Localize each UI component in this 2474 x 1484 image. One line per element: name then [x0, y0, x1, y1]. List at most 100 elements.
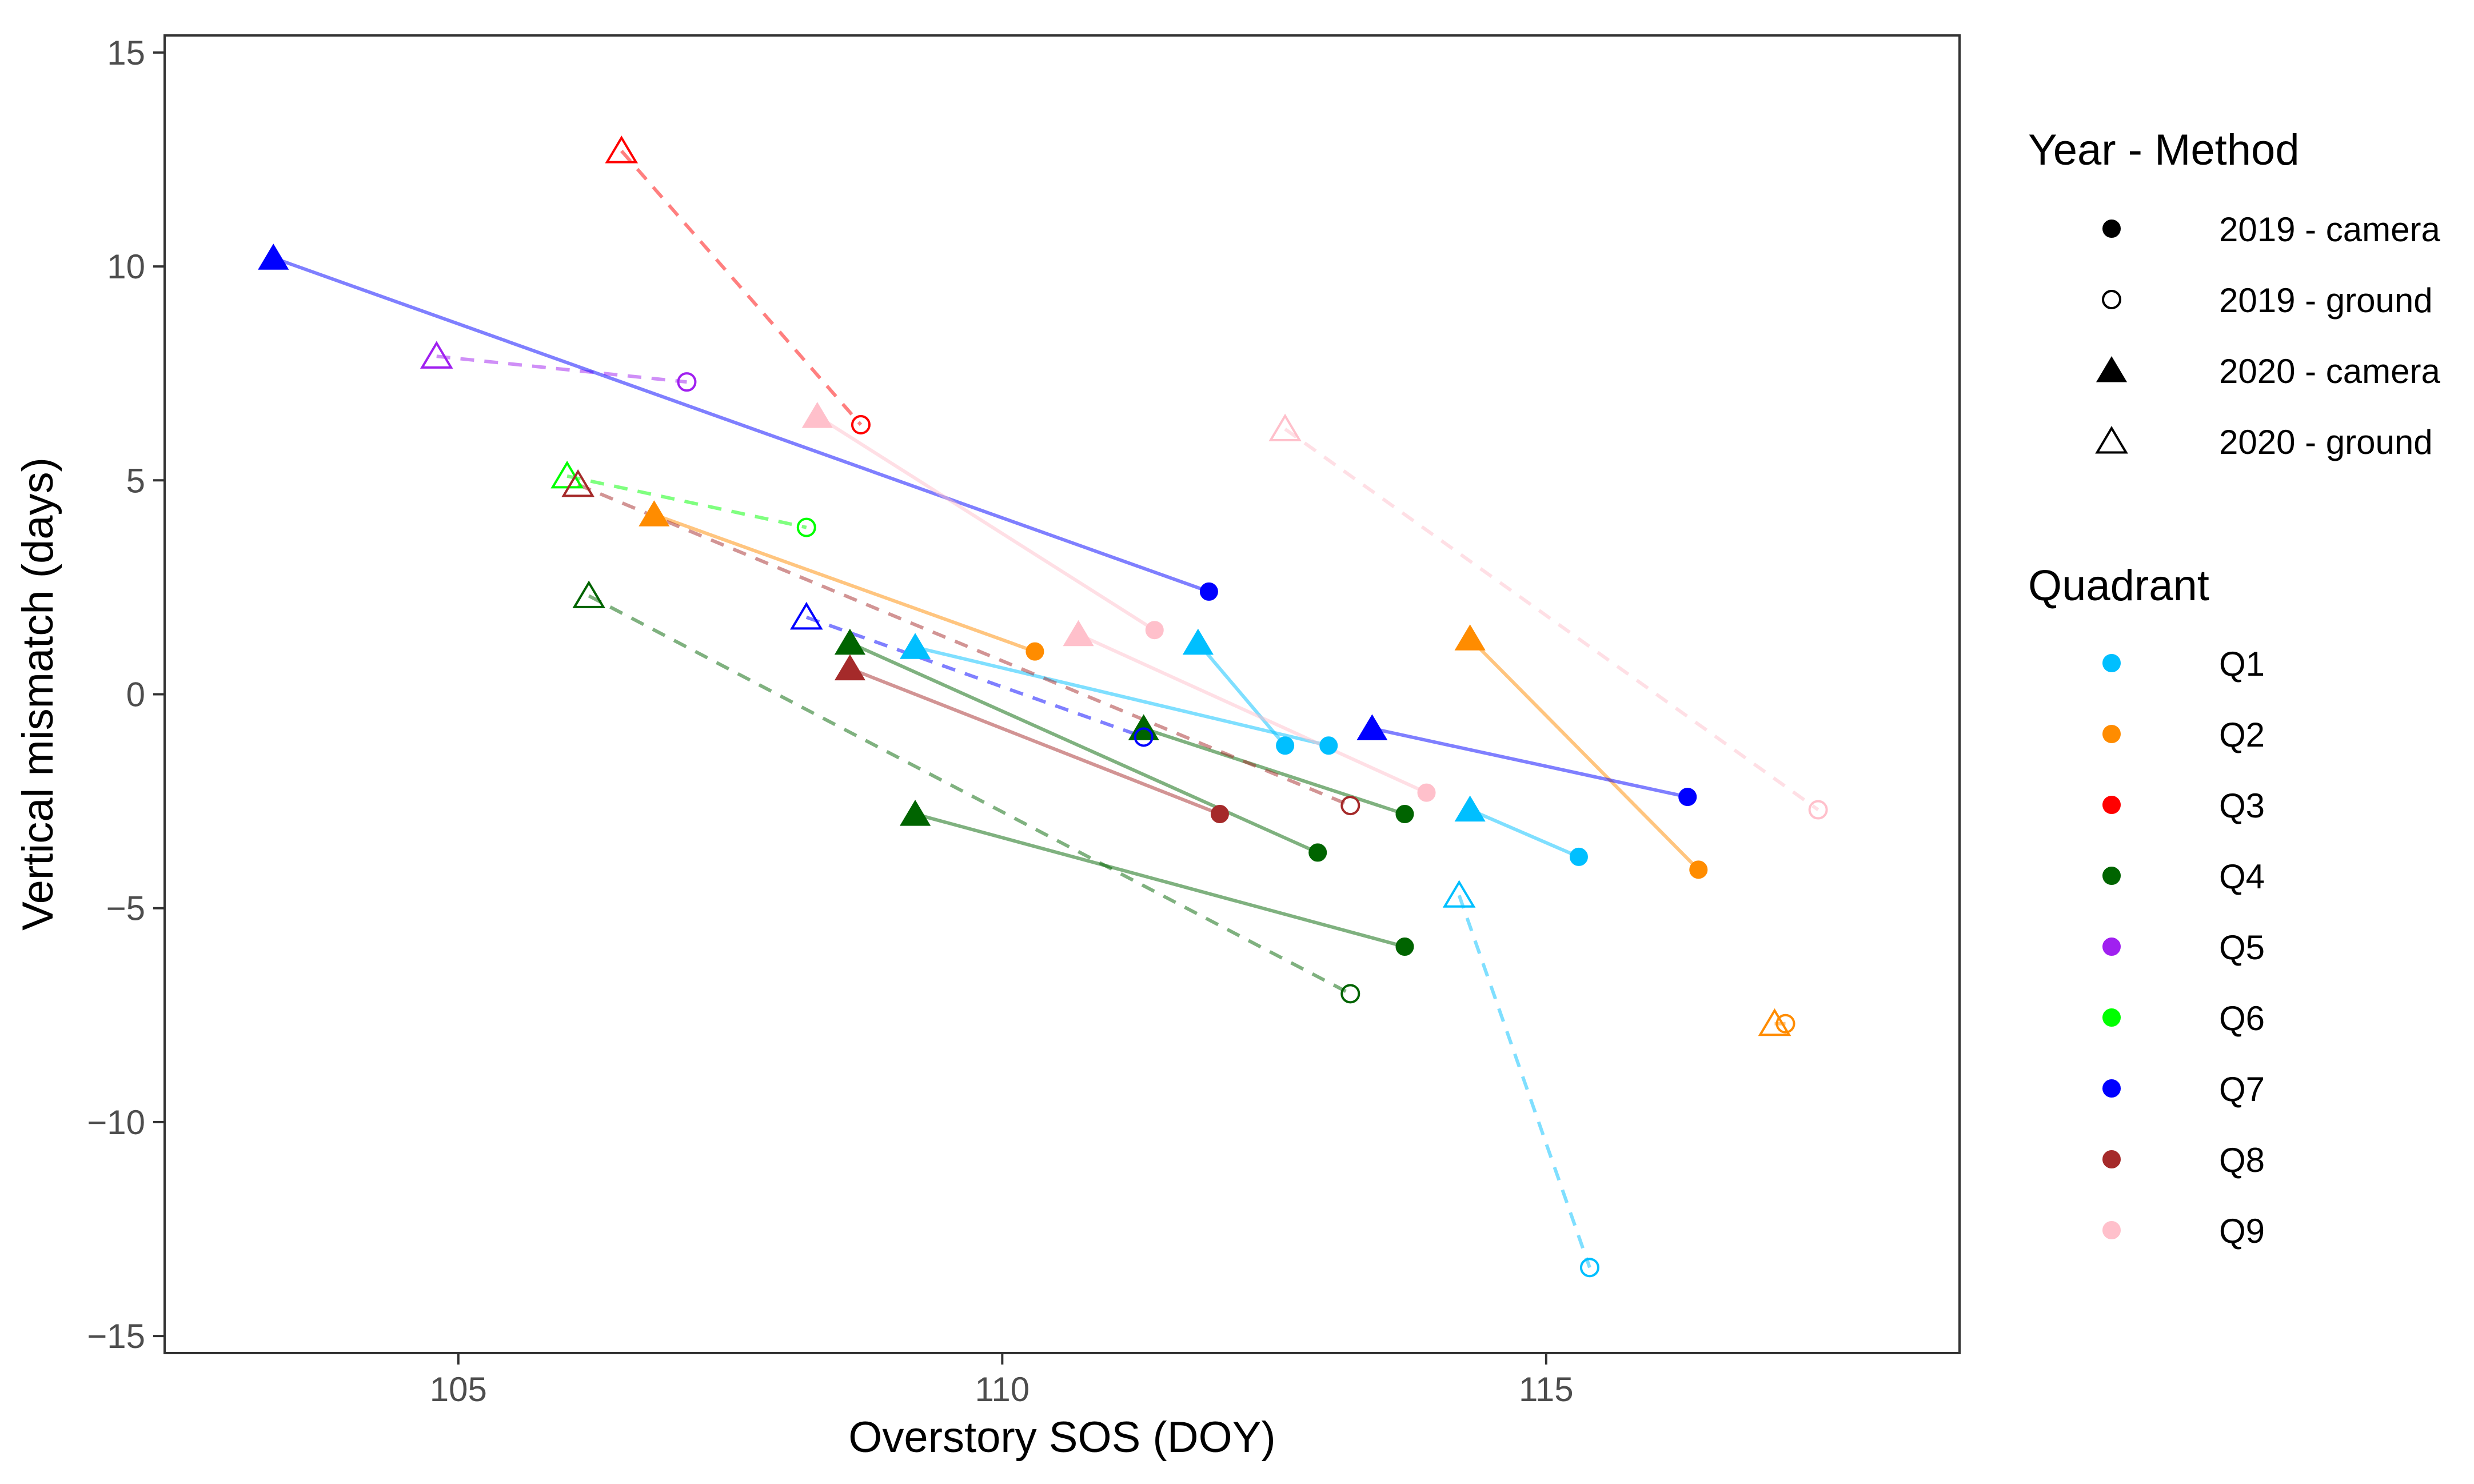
series-lines-layer	[273, 150, 1819, 1268]
data-point-q4-2020-camera	[834, 628, 865, 655]
data-point-q8-2019-ground	[1340, 796, 1360, 816]
y-tick-label: 5	[126, 461, 145, 500]
data-point-q9-2020-ground	[1268, 413, 1302, 442]
data-point-q7-2020-camera	[258, 244, 289, 270]
data-point-q7-2020-camera	[1356, 714, 1388, 740]
series-line-q2-camera	[1469, 637, 1700, 871]
data-point-q5-2019-ground	[677, 372, 697, 392]
series-line-q4-camera	[849, 641, 1319, 855]
data-point-q2-2019-camera	[1025, 642, 1044, 661]
data-point-q3-2019-ground	[851, 415, 871, 435]
y-tick-label: 0	[126, 676, 145, 714]
legend-quadrant-label: Q8	[2219, 1141, 2265, 1179]
x-tick-label: 115	[1519, 1370, 1574, 1409]
data-point-q4-2020-ground	[572, 580, 605, 608]
data-point-q4-2019-ground	[1340, 984, 1360, 1004]
data-point-q9-2019-camera	[1145, 621, 1164, 640]
legend-quadrant-label: Q4	[2219, 857, 2265, 896]
data-point-q2-2020-camera	[639, 500, 670, 526]
data-point-q1-2020-camera	[1454, 795, 1486, 822]
y-tick-label: 15	[107, 34, 145, 72]
data-point-q4-2020-camera	[900, 800, 931, 826]
series-line-q4-camera	[915, 812, 1406, 948]
data-point-q2-2019-camera	[1689, 860, 1708, 879]
series-line-q1-camera	[1196, 641, 1287, 747]
legend-year-method-title: Year - Method	[2028, 126, 2300, 174]
data-point-q1-2020-camera	[900, 633, 931, 659]
data-point-q4-2019-camera	[1308, 843, 1327, 862]
series-line-q1-camera	[915, 645, 1329, 748]
series-line-q2-camera	[653, 513, 1036, 653]
series-line-q7-ground	[805, 615, 1144, 739]
legend-quadrant-label: Q1	[2219, 645, 2265, 683]
legend-year-method-label: 2019 - camera	[2219, 210, 2440, 249]
data-point-q1-2019-camera	[1276, 736, 1295, 755]
legend-year-method: Year - Method 2019 - camera 2019 - ground…	[2028, 126, 2440, 461]
data-point-q9-2020-camera	[801, 402, 833, 428]
series-line-q7-camera	[1371, 727, 1688, 799]
series-line-q8-ground	[577, 483, 1351, 807]
y-tick-label: 10	[107, 248, 145, 286]
legend-key-triangle-filled	[2096, 356, 2128, 382]
data-point-q1-2019-camera	[1569, 847, 1588, 866]
data-point-q2-2020-camera	[1454, 624, 1486, 651]
legend-key-q1	[2102, 654, 2121, 672]
data-point-q4-2019-camera	[1395, 938, 1414, 956]
series-line-q1-camera	[1469, 808, 1580, 859]
data-point-q1-2020-ground	[1442, 880, 1476, 908]
data-point-q4-2019-camera	[1395, 805, 1414, 824]
series-line-q8-camera	[849, 667, 1221, 816]
data-point-q6-2019-ground	[796, 517, 816, 537]
data-point-q8-2019-camera	[1210, 805, 1229, 824]
series-line-q1-ground	[1457, 895, 1591, 1268]
legend-quadrant-label: Q3	[2219, 787, 2265, 825]
series-line-q9-camera	[816, 414, 1156, 632]
data-point-q8-2020-camera	[834, 654, 865, 681]
legend-key-circle-filled	[2102, 220, 2121, 238]
series-points-layer	[258, 135, 1828, 1278]
legend-key-q9	[2102, 1221, 2121, 1239]
y-axis-label: Vertical mismatch (days)	[14, 457, 62, 931]
data-point-q9-2020-camera	[1063, 620, 1094, 647]
legend-quadrant-label: Q9	[2219, 1212, 2265, 1250]
legend-key-triangle-open	[2095, 426, 2128, 454]
data-point-q9-2019-camera	[1417, 783, 1436, 802]
series-line-q6-ground	[566, 474, 807, 529]
data-point-q7-2019-camera	[1199, 582, 1218, 601]
legend-key-q5	[2102, 938, 2121, 956]
data-point-q1-2019-ground	[1579, 1258, 1599, 1278]
data-point-q1-2019-camera	[1319, 736, 1338, 755]
series-line-q3-ground	[620, 150, 863, 426]
data-point-q1-2020-camera	[1182, 628, 1214, 655]
legend-quadrant-label: Q7	[2219, 1070, 2265, 1108]
series-line-q9-ground	[1284, 428, 1819, 812]
legend-key-q6	[2102, 1008, 2121, 1027]
data-point-q2-2019-ground	[1775, 1014, 1795, 1034]
legend-key-q2	[2102, 725, 2121, 743]
legend-year-method-label: 2019 - ground	[2219, 281, 2433, 320]
legend-quadrant-label: Q6	[2219, 999, 2265, 1038]
legend-quadrant: Quadrant Q1 Q2 Q3 Q4 Q5 Q6 Q7 Q8 Q9	[2028, 561, 2265, 1250]
legend-key-q8	[2102, 1150, 2121, 1168]
x-tick-label: 110	[975, 1370, 1030, 1409]
legend-year-method-label: 2020 - camera	[2219, 352, 2440, 390]
x-axis-label: Overstory SOS (DOY)	[848, 1413, 1275, 1462]
data-point-q7-2020-ground	[789, 601, 823, 630]
y-tick-label: −10	[87, 1103, 145, 1142]
y-tick-label: −5	[106, 889, 145, 928]
legend-quadrant-title: Quadrant	[2028, 561, 2209, 610]
data-point-q8-2020-ground	[561, 469, 594, 497]
data-point-q9-2019-ground	[1808, 800, 1828, 820]
data-point-q5-2020-ground	[420, 341, 453, 369]
data-point-q2-2020-ground	[1758, 1008, 1791, 1036]
data-point-q7-2019-camera	[1678, 788, 1697, 807]
data-point-q3-2020-ground	[605, 135, 639, 163]
legend-key-q7	[2102, 1079, 2121, 1098]
legend-key-q4	[2102, 867, 2121, 885]
series-line-q4-camera	[1143, 727, 1406, 816]
legend-key-q3	[2102, 796, 2121, 814]
y-tick-label: −15	[87, 1317, 145, 1355]
